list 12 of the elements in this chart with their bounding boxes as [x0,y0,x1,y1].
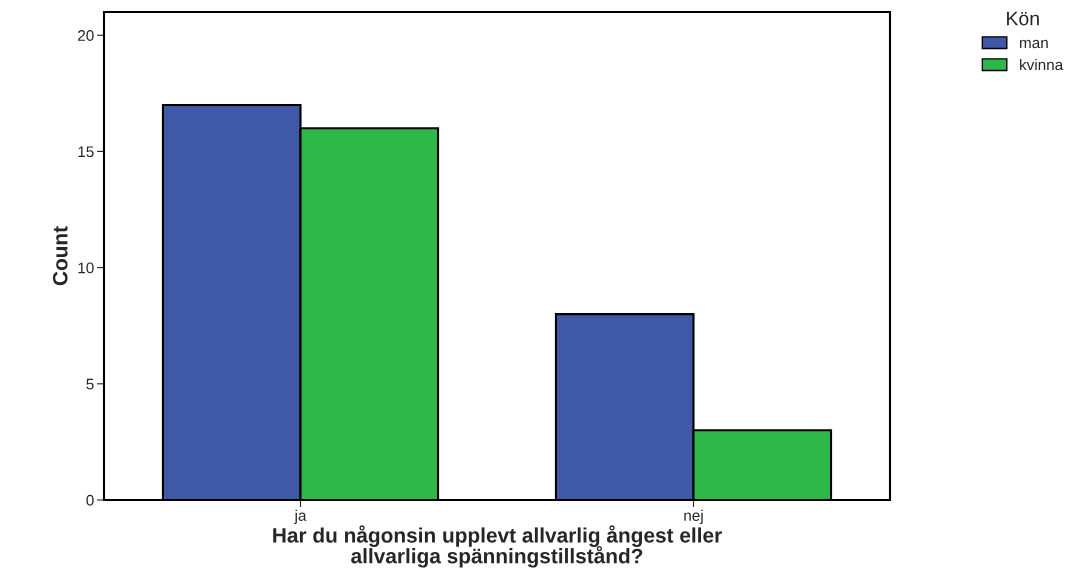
y-tick-label: 5 [86,378,94,390]
y-axis-title: Count [52,226,68,286]
y-tick-label: 10 [78,262,94,274]
y-tick-label: 15 [78,146,94,158]
x-tick-label: ja [294,509,307,524]
x-axis-title: Har du någonsin upplevt allvarlig ångest eller allvarliga spänningstillstånd? [273,525,722,568]
legend-title: Kön [1007,11,1039,26]
legend-label: man [1020,39,1048,49]
y-tick-label: 0 [86,494,94,506]
x-tick-label: nej [684,509,703,524]
legend-label: kvinna [1020,58,1064,71]
y-tick-label: 20 [78,30,94,41]
